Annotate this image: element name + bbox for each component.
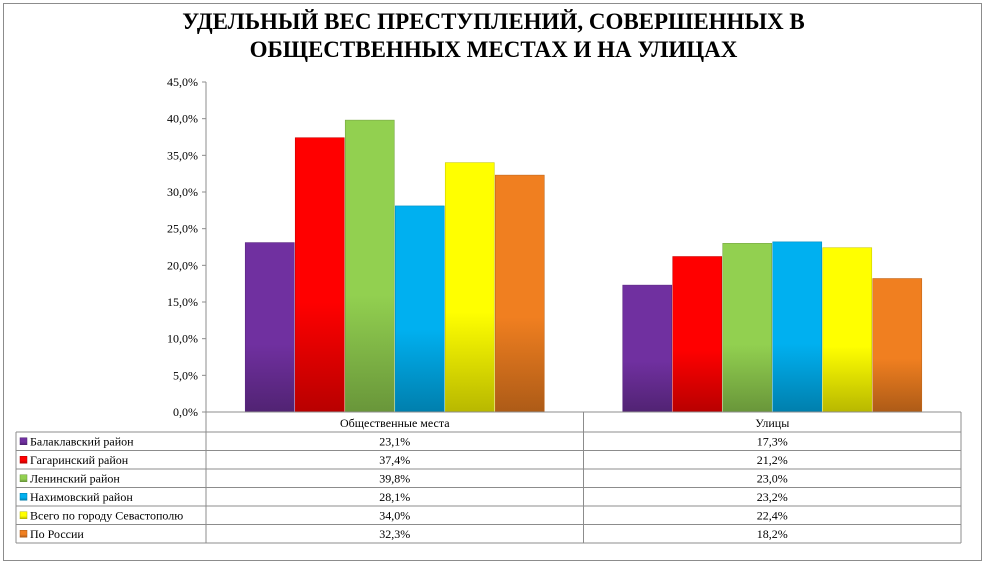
bar (772, 241, 823, 413)
y-tick-label: 5,0% (173, 368, 198, 382)
data-label: 28,1% (379, 490, 410, 504)
data-label: 32,3% (379, 527, 410, 541)
data-label: 17,3% (757, 434, 788, 448)
bar (622, 284, 673, 413)
y-tick-label: 30,0% (167, 185, 198, 199)
legend-label: Балаклавский район (30, 434, 134, 448)
bar (344, 119, 395, 413)
legend-label: Всего по городу Севастополю (30, 508, 183, 522)
data-label: 23,0% (757, 471, 788, 485)
bar (444, 162, 495, 413)
data-label: 34,0% (379, 508, 410, 522)
legend-label: По России (30, 527, 84, 541)
bar (722, 243, 773, 413)
y-tick-label: 45,0% (167, 75, 198, 89)
data-label: 37,4% (379, 453, 410, 467)
bar (394, 205, 445, 413)
y-tick-label: 35,0% (167, 148, 198, 162)
legend-key (19, 511, 28, 519)
legend-key (19, 474, 28, 482)
legend-key (19, 456, 28, 464)
y-tick-label: 10,0% (167, 332, 198, 346)
legend-label: Гагаринский район (30, 453, 129, 467)
data-label: 18,2% (757, 527, 788, 541)
bar (822, 247, 873, 413)
legend-key (19, 530, 28, 538)
legend-key (19, 493, 28, 501)
legend-key (19, 437, 28, 445)
bar (494, 174, 545, 413)
category-label: Улицы (755, 416, 789, 430)
category-label: Общественные места (340, 416, 450, 430)
y-tick-label: 20,0% (167, 258, 198, 272)
bar (872, 278, 923, 413)
data-label: 21,2% (757, 453, 788, 467)
data-label: 39,8% (379, 471, 410, 485)
legend-label: Ленинский район (30, 471, 120, 485)
data-label: 22,4% (757, 508, 788, 522)
y-tick-label: 15,0% (167, 295, 198, 309)
chart-title: УДЕЛЬНЫЙ ВЕС ПРЕСТУПЛЕНИЙ, СОВЕРШЕННЫХ В… (182, 9, 805, 62)
bar (672, 256, 723, 413)
y-tick-label: 25,0% (167, 222, 198, 236)
y-tick-label: 0,0% (173, 405, 198, 419)
legend-label: Нахимовский район (30, 490, 133, 504)
data-label: 23,1% (379, 434, 410, 448)
data-label: 23,2% (757, 490, 788, 504)
bar (294, 137, 345, 413)
chart-frame (3, 3, 982, 561)
bar (244, 242, 295, 413)
y-tick-label: 40,0% (167, 112, 198, 126)
